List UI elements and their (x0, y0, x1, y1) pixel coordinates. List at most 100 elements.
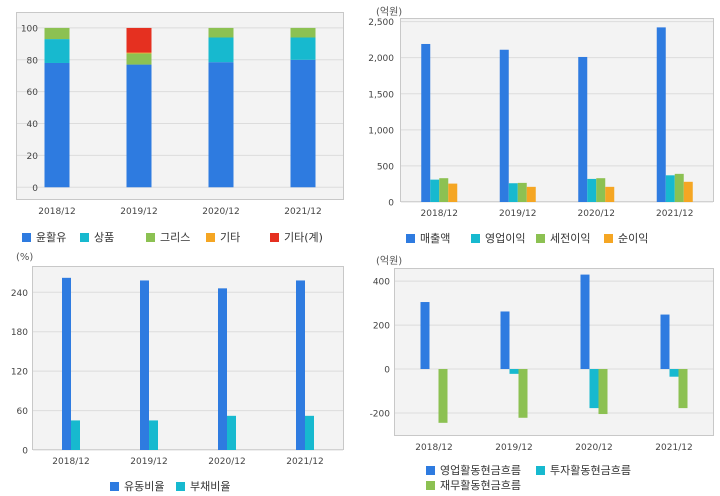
bar (290, 37, 316, 60)
x-tick-label: 2019/12 (495, 443, 532, 453)
legend-swatch (426, 480, 435, 490)
chart-legend: 유동비율 부채비율 (0, 248, 360, 496)
bar (518, 369, 528, 418)
bar (508, 183, 518, 202)
bar (44, 39, 70, 63)
bar (208, 62, 234, 188)
bar (500, 311, 510, 370)
legend-swatch (406, 233, 415, 243)
bar (509, 369, 519, 374)
legend-label: 부채비율 (190, 480, 231, 493)
legend-label: 세전이익 (550, 232, 591, 245)
y-tick-label: 200 (373, 322, 390, 332)
bar (149, 420, 158, 450)
bar (439, 178, 449, 202)
legend-swatch (604, 233, 613, 243)
y-tick-label: 1,500 (368, 90, 394, 100)
y-tick-label: 400 (373, 278, 390, 288)
bar (126, 64, 152, 188)
legend-label: 기타(계) (284, 231, 323, 244)
bar (126, 53, 152, 65)
legend-swatch (110, 481, 119, 491)
bar (421, 43, 431, 202)
bar (669, 369, 679, 377)
bar (526, 186, 536, 202)
x-tick-label: 2021/12 (655, 443, 692, 453)
x-tick-label: 2020/12 (208, 457, 245, 467)
x-tick-label: 2021/12 (286, 457, 323, 467)
y-tick-label: 500 (377, 162, 394, 172)
y-tick-label: 120 (11, 368, 28, 378)
legend-swatch (176, 481, 185, 491)
chart-legend: 매출액 영업이익 세전이익 순이익 (360, 0, 720, 248)
legend-swatch (80, 232, 89, 242)
y-tick-label: 0 (384, 366, 390, 376)
bar (656, 27, 666, 203)
bar (218, 288, 227, 450)
bar (71, 420, 80, 450)
chart-svg: -200 0 200 400 2018/12 2019/12 2020/12 2021/12 (370, 274, 713, 453)
x-tick-label: 2019/12 (120, 207, 157, 217)
bar (589, 369, 599, 409)
legend-label: 그리스 (160, 231, 191, 244)
y-tick-label: 0 (32, 184, 38, 194)
legend-item: 기타(계) (270, 229, 323, 245)
unit-label: (%) (16, 252, 34, 263)
legend-item: 상품 (80, 229, 114, 245)
chart-svg: 0 60 120 180 240 2018/12 2019/12 2020/12 2021/12 (11, 277, 343, 467)
legend-item: 매출액 (406, 230, 450, 246)
legend-label: 순이익 (618, 232, 649, 245)
x-tick-label: 2018/12 (52, 457, 89, 467)
y-tick-label: 0 (22, 447, 28, 457)
bar (126, 52, 152, 54)
bar (678, 369, 688, 409)
x-tick-label: 2021/12 (656, 209, 693, 219)
income-chart: (억원) 0 500 1,000 1,500 2,000 2,500 2018/12 2019… (360, 0, 720, 248)
x-tick-label: 2019/12 (499, 209, 536, 219)
x-tick-label: 2019/12 (130, 457, 167, 467)
legend-label: 재무활동현금흐름 (440, 479, 521, 492)
bar (305, 415, 314, 450)
y-tick-label: 20 (27, 152, 39, 162)
bar (660, 314, 670, 370)
legend-swatch (206, 232, 215, 242)
ratio-chart: (%) 0 60 120 180 240 2018/12 2019/12 2020/12 202… (0, 248, 360, 496)
bar (580, 274, 590, 370)
product-mix-chart: 0 20 40 60 80 100 2018/12 2019/12 2020/12 2021/12… (0, 0, 360, 248)
bar (296, 280, 305, 450)
bar (665, 175, 675, 202)
bar (290, 27, 316, 38)
bar (420, 302, 430, 370)
bar (126, 27, 152, 53)
legend-label: 매출액 (420, 232, 451, 245)
legend-label: 유동비율 (124, 480, 165, 493)
bar (62, 277, 71, 450)
legend-label: 영업이익 (485, 232, 526, 245)
legend-label: 영업활동현금흐름 (440, 464, 521, 477)
legend-label: 투자활동현금흐름 (550, 464, 631, 477)
bar (499, 49, 509, 202)
legend-swatch (536, 233, 545, 243)
y-tick-label: 1,000 (368, 126, 394, 136)
bar (227, 415, 236, 450)
bar (438, 369, 448, 423)
bar (605, 186, 615, 202)
legend-item: 세전이익 (536, 230, 590, 246)
legend-label: 상품 (94, 231, 115, 244)
y-tick-label: 100 (21, 24, 38, 34)
x-tick-label: 2018/12 (421, 209, 458, 219)
legend-swatch (146, 232, 155, 242)
chart-svg: 0 20 40 60 80 100 2018/12 2019/12 2020/12 2021/12 (17, 24, 343, 217)
legend-swatch (471, 233, 480, 243)
legend-item: 재무활동현금흐름 (426, 477, 521, 493)
bar (674, 173, 684, 202)
bar (598, 369, 608, 415)
bar (140, 280, 149, 450)
unit-label: (억원) (376, 7, 403, 18)
legend-item: 유동비율 (110, 478, 164, 494)
legend-item: 부채비율 (176, 478, 230, 494)
x-tick-label: 2018/12 (38, 207, 75, 217)
legend-item: 순이익 (604, 230, 648, 246)
y-tick-label: 80 (27, 56, 39, 66)
y-tick-label: -200 (370, 409, 391, 419)
